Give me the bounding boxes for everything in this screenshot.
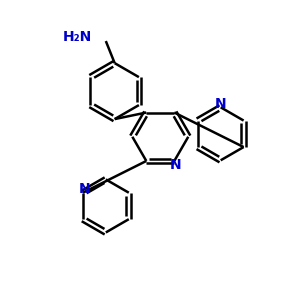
Text: N: N bbox=[170, 158, 182, 172]
Text: N: N bbox=[215, 97, 226, 111]
Text: N: N bbox=[79, 182, 90, 196]
Text: H₂N: H₂N bbox=[63, 30, 92, 44]
